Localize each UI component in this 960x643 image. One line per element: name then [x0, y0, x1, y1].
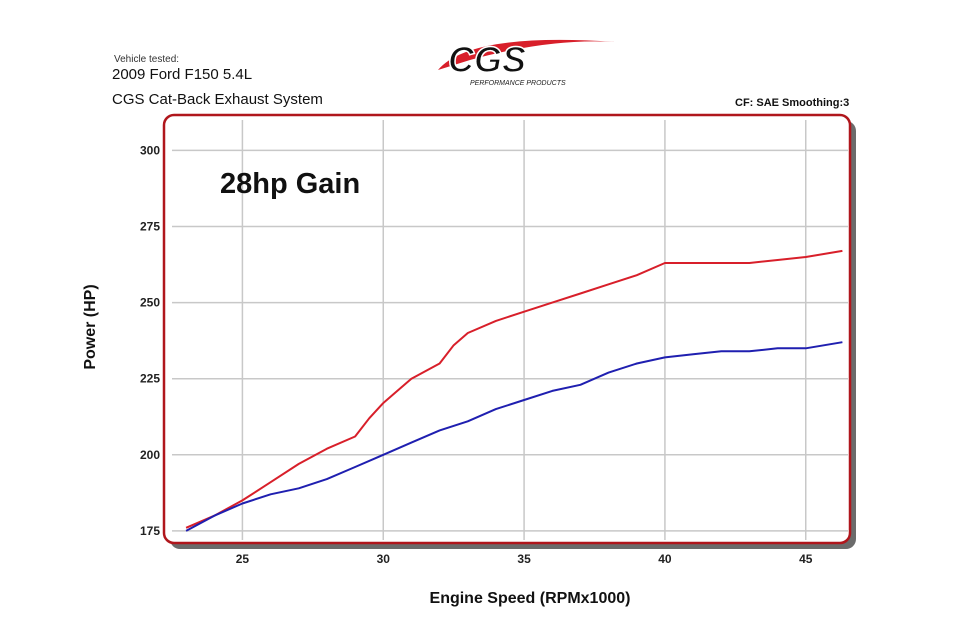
logo-swoosh — [438, 39, 615, 70]
x-tick-label: 40 — [658, 552, 672, 566]
series-after-line — [185, 249, 843, 529]
logo-text: CGS — [448, 39, 526, 80]
correction-factor-text: CF: SAE Smoothing:3 — [735, 97, 850, 109]
y-tick-label: 225 — [140, 372, 160, 386]
y-tick-label: 275 — [140, 220, 160, 234]
x-tick-label: 35 — [517, 552, 531, 566]
cgs-logo: CGS PERFORMANCE PRODUCTS — [438, 38, 615, 87]
x-axis-label: Engine Speed (RPMx1000) — [429, 590, 631, 607]
series-group — [185, 249, 843, 532]
x-tick-label: 30 — [377, 552, 391, 566]
logo-subtitle: PERFORMANCE PRODUCTS — [470, 80, 566, 87]
y-tick-label: 200 — [140, 448, 160, 462]
y-axis-label: Power (HP) — [82, 284, 99, 370]
exhaust-system-name: CGS Cat-Back Exhaust System — [112, 91, 323, 108]
vehicle-model: 2009 Ford F150 5.4L — [112, 66, 253, 83]
y-tick-label: 175 — [140, 524, 160, 538]
chart-frame — [162, 113, 852, 545]
y-tick-label: 250 — [140, 296, 160, 310]
tick-labels: 25 30 35 40 45 175 200 225 250 275 300 — [140, 143, 813, 566]
x-tick-label: 25 — [236, 552, 250, 566]
y-tick-label: 300 — [140, 143, 160, 157]
series-before-line — [185, 341, 843, 532]
vehicle-tested-label: Vehicle tested: — [114, 54, 180, 65]
chart-title: 28hp Gain — [220, 168, 361, 200]
grid — [172, 120, 848, 540]
x-tick-label: 45 — [799, 552, 813, 566]
